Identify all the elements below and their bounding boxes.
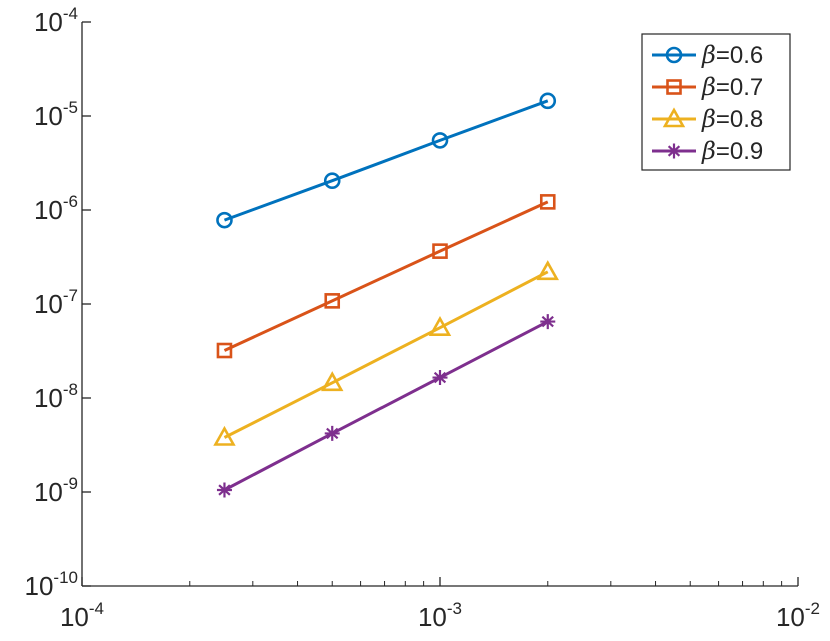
legend-item: β=0.6 <box>652 41 763 69</box>
x-tick-label: 10-4 <box>60 599 104 632</box>
y-tick-label: 10-6 <box>34 192 78 225</box>
series-1 <box>216 92 557 229</box>
data-point-marker <box>323 172 341 189</box>
legend: β=0.6 β=0.7 β=0.8 β=0.9 <box>641 33 791 171</box>
legend-marker <box>665 46 683 64</box>
series-line <box>223 320 549 492</box>
series-2 <box>216 194 556 359</box>
axes: 10-4 10-3 10-2 10-10 10-9 10-8 10-7 10-6 10-5 10-… <box>25 4 821 632</box>
data-point-marker <box>213 425 236 446</box>
data-point-marker <box>216 342 233 359</box>
legend-label: β=0.8 <box>701 105 763 133</box>
data-point-marker <box>536 260 559 281</box>
legend-item: β=0.7 <box>652 73 763 101</box>
series-layer <box>213 92 559 498</box>
series-line <box>223 270 549 439</box>
data-point-marker <box>216 211 233 229</box>
data-point-marker <box>324 425 340 441</box>
y-tick-label: 10-7 <box>34 286 78 319</box>
legend-marker <box>662 107 686 128</box>
legend-label: β=0.7 <box>701 73 763 101</box>
y-tick-label: 10-9 <box>34 474 78 507</box>
y-tick-label: 10-5 <box>34 98 78 131</box>
data-point-marker <box>432 243 448 259</box>
data-point-marker <box>432 370 448 386</box>
data-point-marker <box>428 316 452 336</box>
data-point-marker <box>539 92 557 110</box>
x-tick-label: 10-2 <box>776 599 820 632</box>
data-point-marker <box>431 132 449 149</box>
series-4 <box>216 314 556 498</box>
legend-item: β=0.9 <box>652 137 763 165</box>
y-tick-label: 10-8 <box>34 380 78 413</box>
legend-item: β=0.8 <box>652 105 763 133</box>
series-3 <box>213 260 559 446</box>
data-point-marker <box>539 194 556 210</box>
data-point-marker <box>321 371 344 392</box>
legend-marker <box>666 79 682 95</box>
legend-marker <box>666 143 682 159</box>
y-tick-label: 10-4 <box>34 4 78 37</box>
legend-label: β=0.9 <box>701 137 763 165</box>
series-line <box>223 200 549 352</box>
legend-label: β=0.6 <box>701 41 763 69</box>
data-point-marker <box>540 314 556 330</box>
series-line <box>223 99 549 222</box>
y-tick-label: 10-10 <box>25 568 79 601</box>
minor-ticks <box>189 581 783 586</box>
data-point-marker <box>216 482 232 498</box>
x-tick-label: 10-3 <box>418 599 462 632</box>
data-point-marker <box>324 293 341 309</box>
